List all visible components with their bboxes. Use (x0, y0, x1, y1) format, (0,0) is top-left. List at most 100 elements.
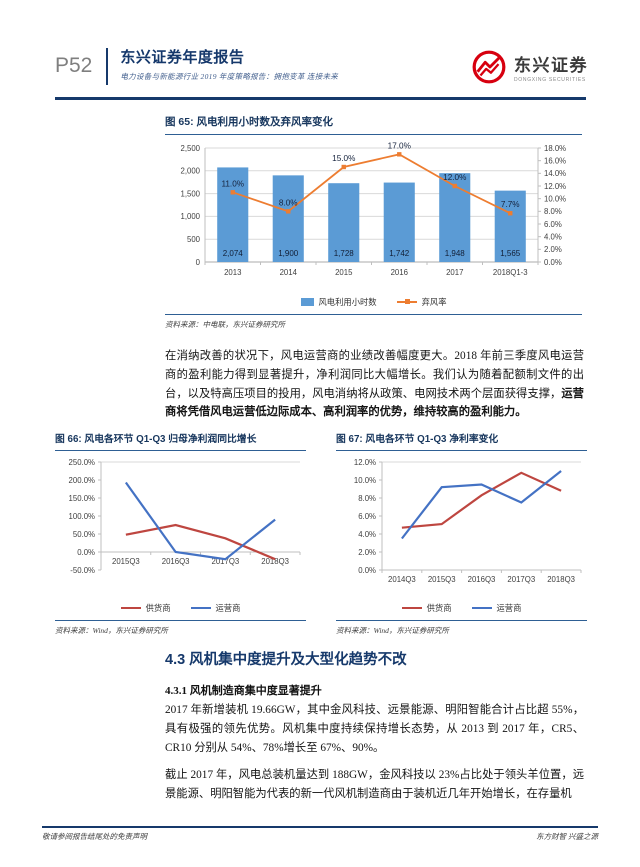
svg-text:2.0%: 2.0% (358, 548, 376, 557)
legend-item: 风电利用小时数 (300, 296, 377, 308)
figure-66-legend: 供货商 运营商 (55, 601, 306, 615)
brand-name-en: DONGXING SECURITIES (514, 77, 586, 83)
paragraph-consumption-text: 在消纳改善的状况下，风电运营商的业绩改善幅度更大。2018 年前三季度风电运营商… (165, 350, 584, 400)
header-titles: 东兴证券年度报告 电力设备与新能源行业 2019 年度策略报告：拥抱变革 连接未… (120, 46, 338, 82)
svg-text:2,500: 2,500 (180, 144, 200, 153)
svg-text:2014Q3: 2014Q3 (388, 575, 416, 584)
svg-text:2017Q3: 2017Q3 (507, 575, 535, 584)
svg-text:4.0%: 4.0% (544, 232, 562, 241)
figure-67: 图 67: 风电各环节 Q1-Q3 净利率变化 0.0% 2.0% 4.0% 6.0%… (336, 431, 587, 636)
figure-67-legend: 供货商 运营商 (336, 601, 587, 615)
header-rule (55, 97, 586, 100)
svg-text:2014: 2014 (280, 268, 298, 277)
svg-text:100.0%: 100.0% (69, 512, 96, 521)
svg-text:0: 0 (196, 258, 201, 267)
svg-text:-50.0%: -50.0% (70, 566, 95, 575)
svg-text:1,742: 1,742 (389, 249, 410, 258)
svg-text:2.0%: 2.0% (544, 245, 562, 254)
brand-logo: 东兴证券 DONGXING SECURITIES (470, 48, 588, 86)
legend-label: 供货商 (426, 603, 452, 613)
svg-text:16.0%: 16.0% (544, 156, 566, 165)
page-number: P52 (55, 54, 93, 77)
svg-text:12.0%: 12.0% (354, 458, 376, 467)
svg-text:200.0%: 200.0% (69, 476, 96, 485)
legend-marker (404, 299, 410, 305)
figure-65-title: 图 65: 风电利用小时数及弃风率变化 (165, 114, 582, 135)
figure-66: 图 66: 风电各环节 Q1-Q3 归母净利润同比增长 -50.0% 0.0% 50… (55, 431, 306, 636)
figure-66-chart: -50.0% 0.0% 50.0% 100.0% 150.0% 200.0% 250.0% 2… (55, 454, 306, 601)
legend-line-swatch (471, 606, 492, 610)
svg-text:4.0%: 4.0% (358, 530, 376, 539)
report-title: 东兴证券年度报告 (120, 49, 245, 66)
legend-item: 供货商 (401, 602, 452, 614)
svg-text:2017Q3: 2017Q3 (212, 557, 240, 566)
svg-text:500: 500 (187, 235, 201, 244)
footer-slogan: 东方财智 兴盛之源 (536, 832, 598, 841)
svg-text:10.0%: 10.0% (544, 194, 566, 203)
svg-text:11.0%: 11.0% (221, 179, 244, 188)
page-header: P52 东兴证券年度报告 电力设备与新能源行业 2019 年度策略报告：拥抱变革… (55, 46, 588, 86)
figure-66-source: 资料来源：Wind，东兴证券研究所 (55, 620, 306, 636)
svg-text:10.0%: 10.0% (354, 476, 376, 485)
svg-text:250.0%: 250.0% (69, 458, 96, 467)
report-subtitle: 电力设备与新能源行业 2019 年度策略报告：拥抱变革 连接未来 (120, 72, 339, 81)
svg-text:2015Q3: 2015Q3 (112, 557, 140, 566)
figure-67-chart: 0.0% 2.0% 4.0% 6.0% 8.0% 10.0% 12.0% 2014Q3 2015… (336, 454, 587, 601)
svg-text:8.0%: 8.0% (358, 494, 376, 503)
brand-name-cn: 东兴证券 (514, 56, 588, 75)
figure-65-legend: 风电利用小时数 弃风率 (165, 295, 582, 309)
figure-67-title: 图 67: 风电各环节 Q1-Q3 净利率变化 (336, 431, 587, 451)
legend-bar-swatch (300, 298, 314, 306)
figure-66-title: 图 66: 风电各环节 Q1-Q3 归母净利润同比增长 (55, 431, 306, 451)
svg-text:2018Q3: 2018Q3 (261, 557, 289, 566)
legend-line-swatch (396, 299, 417, 305)
svg-text:2015: 2015 (335, 268, 353, 277)
svg-text:2016Q3: 2016Q3 (162, 557, 190, 566)
svg-text:50.0%: 50.0% (73, 530, 95, 539)
legend-item: 运营商 (190, 602, 240, 614)
figure-65: 图 65: 风电利用小时数及弃风率变化 0 500 1,000 1,500 2,000 2… (165, 114, 582, 330)
svg-text:1,900: 1,900 (278, 249, 299, 258)
svg-text:18.0%: 18.0% (544, 144, 566, 153)
svg-text:2016: 2016 (391, 268, 408, 277)
footer-disclaimer: 敬请参阅报告结尾处的免责声明 (42, 832, 147, 841)
svg-text:15.0%: 15.0% (332, 154, 355, 163)
svg-text:8.0%: 8.0% (544, 207, 562, 216)
svg-text:6.0%: 6.0% (544, 220, 562, 229)
svg-text:1,728: 1,728 (334, 249, 355, 258)
svg-text:1,948: 1,948 (445, 249, 466, 258)
brand-text: 东兴证券 DONGXING SECURITIES (514, 51, 588, 83)
paragraph-consumption-bold: 运营商将凭借风电运营低边际成本、高利润率的优势，维持较高的盈利能力。 (165, 387, 584, 419)
svg-text:2,000: 2,000 (180, 167, 200, 176)
svg-text:2018Q1-3: 2018Q1-3 (493, 268, 528, 277)
svg-text:6.0%: 6.0% (358, 512, 376, 521)
footer-rule (42, 826, 598, 828)
legend-line-swatch (401, 606, 422, 610)
svg-text:2,074: 2,074 (223, 249, 244, 258)
legend-item: 供货商 (120, 602, 171, 614)
legend-label: 风电利用小时数 (318, 297, 377, 307)
svg-text:1,500: 1,500 (180, 189, 200, 198)
svg-text:0.0%: 0.0% (77, 548, 95, 557)
svg-text:1,000: 1,000 (180, 212, 200, 221)
svg-text:2016Q3: 2016Q3 (468, 575, 496, 584)
svg-text:17.0%: 17.0% (388, 141, 411, 150)
svg-text:7.7%: 7.7% (501, 200, 520, 209)
paragraph-consumption: 在消纳改善的状况下，风电运营商的业绩改善幅度更大。2018 年前三季度风电运营商… (165, 347, 584, 422)
figure-67-source: 资料来源：Wind，东兴证券研究所 (336, 620, 587, 636)
svg-text:8.0%: 8.0% (279, 198, 298, 207)
legend-label: 运营商 (496, 603, 522, 613)
legend-item: 弃风率 (396, 296, 447, 308)
legend-item: 运营商 (471, 602, 522, 614)
legend-label: 弃风率 (421, 297, 447, 307)
legend-label: 供货商 (145, 603, 171, 613)
svg-text:1,565: 1,565 (500, 249, 521, 258)
page-footer: 敬请参阅报告结尾处的免责声明 东方财智 兴盛之源 (42, 831, 598, 842)
svg-text:2017: 2017 (446, 268, 463, 277)
dongxing-logo-icon (472, 50, 506, 84)
svg-text:2018Q3: 2018Q3 (547, 575, 575, 584)
svg-text:0.0%: 0.0% (544, 258, 562, 267)
paragraph-total-capacity: 截止 2017 年，风电总装机量达到 188GW，金风科技以 23%占比处于领头… (165, 769, 584, 800)
svg-text:12.0%: 12.0% (544, 182, 566, 191)
header-divider (106, 48, 109, 85)
